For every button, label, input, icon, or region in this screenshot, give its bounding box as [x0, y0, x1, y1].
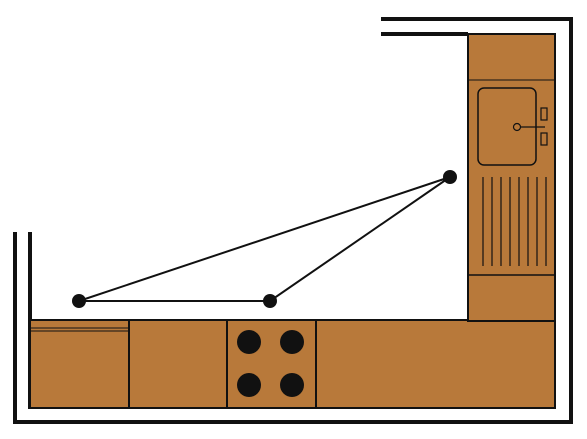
- sink: [477, 87, 548, 166]
- faucet-handle: [540, 107, 548, 121]
- faucet-handle: [540, 132, 548, 146]
- work-triangle: [72, 170, 457, 308]
- burner: [280, 373, 304, 397]
- left-wall-outer: [13, 17, 573, 424]
- work-triangle-edges: [78, 176, 451, 302]
- burner: [280, 330, 304, 354]
- burner: [237, 330, 261, 354]
- faucet-icon: [512, 122, 522, 132]
- triangle-vertex-stove: [263, 294, 277, 308]
- dish-rack: [482, 177, 547, 266]
- right-counter-body: [467, 33, 556, 322]
- right-counter: [467, 33, 556, 322]
- stove: [237, 330, 304, 397]
- triangle-vertex-refrigerator: [72, 294, 86, 308]
- burner: [237, 373, 261, 397]
- triangle-vertex-sink: [443, 170, 457, 184]
